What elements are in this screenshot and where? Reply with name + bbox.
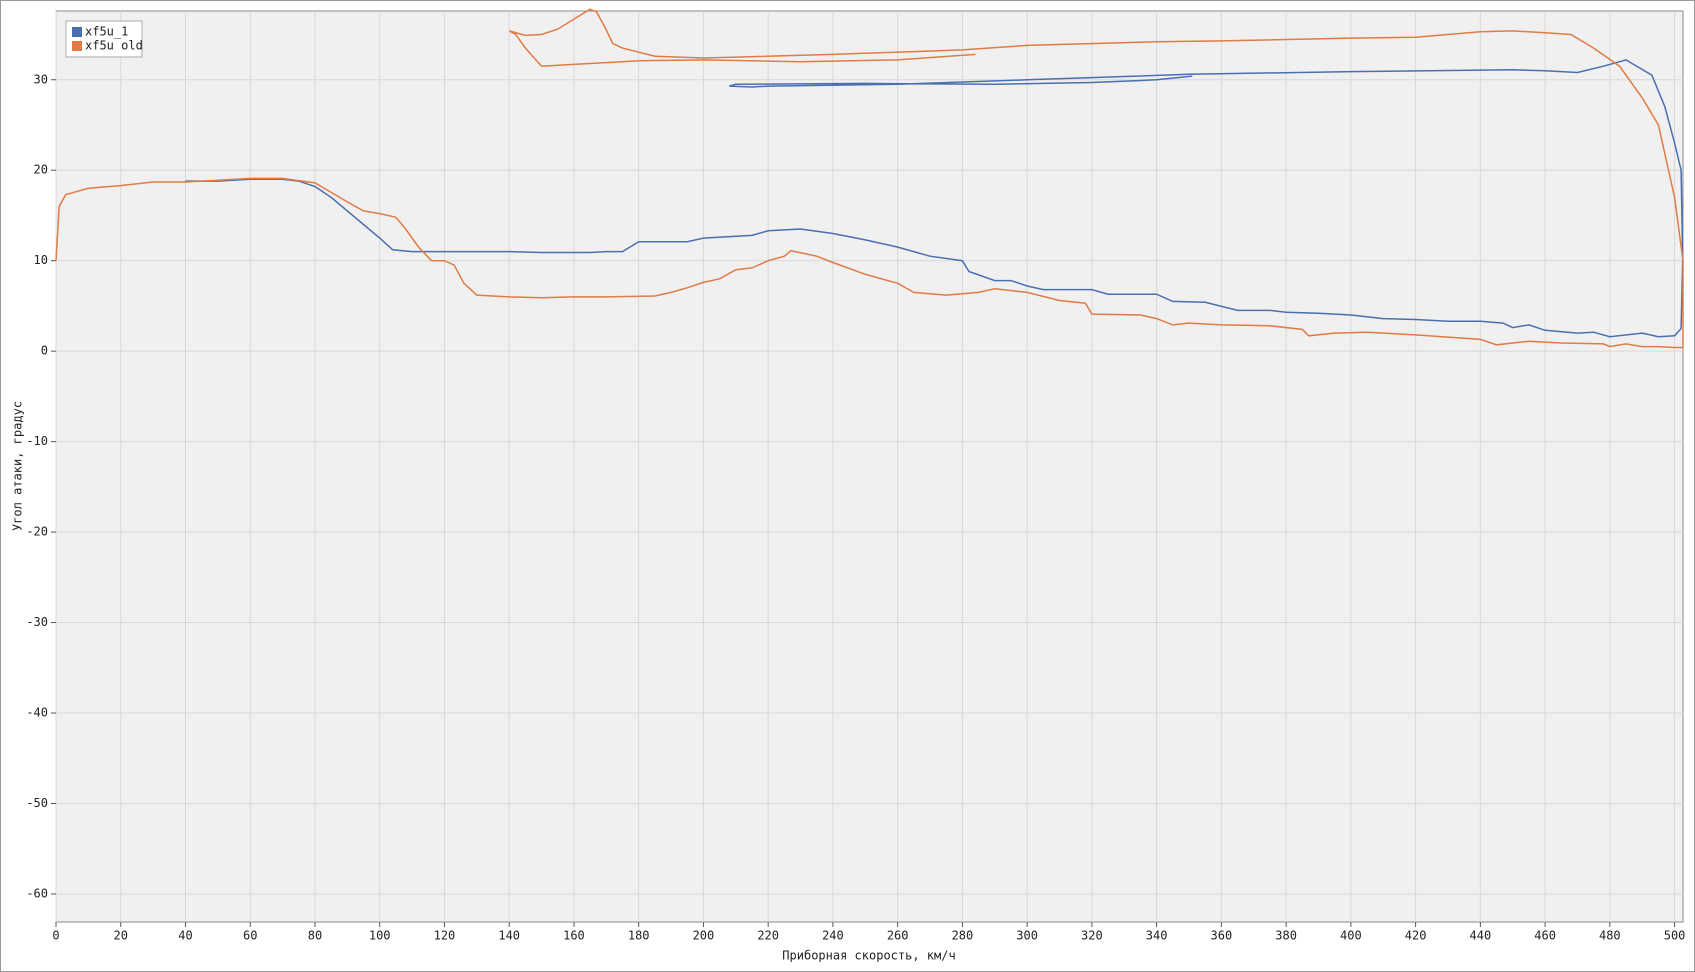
x-tick-label: 400 bbox=[1340, 929, 1362, 943]
x-tick-label: 340 bbox=[1146, 929, 1168, 943]
y-tick-label: -60 bbox=[26, 886, 48, 900]
axes: 0 20 40 60 80 100 120 140 160 180 200 220 240 260 280 3… bbox=[26, 11, 1685, 943]
x-tick-label: 80 bbox=[308, 929, 322, 943]
y-axis-label: Угол атаки, градус bbox=[11, 401, 25, 531]
x-tick-label: 40 bbox=[178, 929, 192, 943]
y-tick-label: 20 bbox=[34, 163, 48, 177]
x-tick-label: 320 bbox=[1081, 929, 1103, 943]
x-tick-label: 480 bbox=[1599, 929, 1621, 943]
y-tick-label: -10 bbox=[26, 434, 48, 448]
x-tick-label: 120 bbox=[434, 929, 456, 943]
x-tick-label: 220 bbox=[757, 929, 779, 943]
x-tick-label: 460 bbox=[1534, 929, 1556, 943]
legend-label: xf5u old bbox=[85, 39, 143, 53]
x-tick-label: 60 bbox=[243, 929, 257, 943]
x-tick-label: 300 bbox=[1016, 929, 1038, 943]
x-tick-label: 280 bbox=[952, 929, 974, 943]
x-tick-label: 380 bbox=[1275, 929, 1297, 943]
legend-swatch bbox=[72, 27, 82, 37]
x-tick-label: 200 bbox=[693, 929, 715, 943]
plot-area bbox=[55, 10, 1684, 923]
series-line bbox=[185, 59, 1684, 338]
y-tick-label: -50 bbox=[26, 796, 48, 810]
legend-label: xf5u_1 bbox=[85, 25, 128, 39]
legend-swatch bbox=[72, 41, 82, 51]
y-tick-label: 10 bbox=[34, 253, 48, 267]
x-tick-label: 180 bbox=[628, 929, 650, 943]
x-tick-label: 500 bbox=[1664, 929, 1686, 943]
y-tick-label: -30 bbox=[26, 615, 48, 629]
x-tick-label: 100 bbox=[369, 929, 391, 943]
y-tick-label: -40 bbox=[26, 706, 48, 720]
x-tick-label: 420 bbox=[1405, 929, 1427, 943]
series-line bbox=[55, 8, 1684, 349]
x-axis-label: Приборная скорость, км/ч bbox=[782, 949, 955, 963]
x-tick-label: 360 bbox=[1211, 929, 1233, 943]
y-tick-label: 0 bbox=[41, 344, 48, 358]
x-tick-label: 140 bbox=[498, 929, 520, 943]
x-tick-label: 260 bbox=[887, 929, 909, 943]
y-tick-label: 30 bbox=[34, 72, 48, 86]
x-tick-label: 440 bbox=[1470, 929, 1492, 943]
y-tick-label: -20 bbox=[26, 525, 48, 539]
x-tick-label: 0 bbox=[52, 929, 59, 943]
x-tick-label: 160 bbox=[563, 929, 585, 943]
x-tick-label: 20 bbox=[114, 929, 128, 943]
x-tick-label: 240 bbox=[822, 929, 844, 943]
